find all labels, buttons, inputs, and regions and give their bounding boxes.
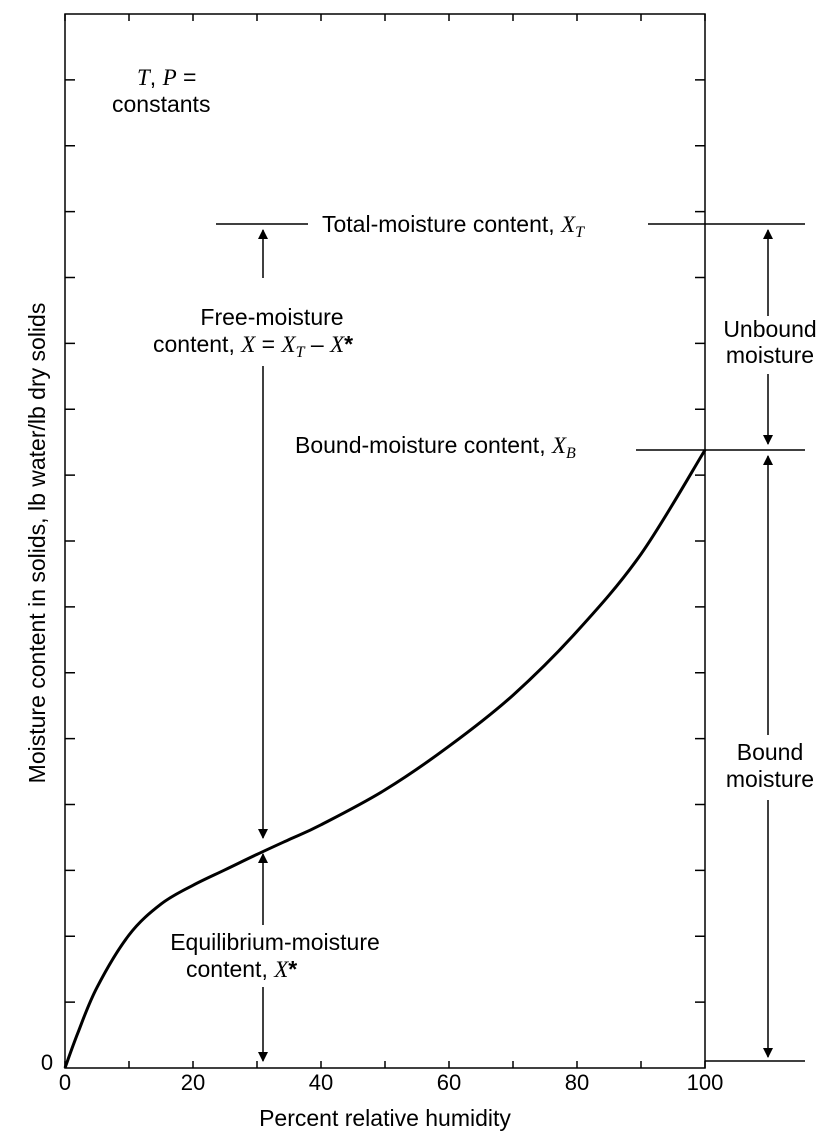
conditions-constants-label: constants bbox=[112, 91, 210, 117]
bound-moisture-content-label: Bound-moisture content, XB bbox=[295, 432, 576, 462]
x-tick-label: 100 bbox=[687, 1070, 724, 1095]
free-xt-subscript: T bbox=[296, 344, 306, 361]
x-tick-labels: 0 20 40 60 80 100 bbox=[59, 1070, 723, 1095]
unbound-moisture-label-line2: moisture bbox=[726, 342, 814, 368]
y-tick-label-0: 0 bbox=[41, 1050, 53, 1075]
equilibrium-x-symbol: X bbox=[273, 957, 289, 982]
x-tick-label: 0 bbox=[59, 1070, 71, 1095]
conditions-label: T, P = bbox=[137, 64, 196, 90]
free-moisture-text: content, bbox=[153, 331, 241, 357]
bound-content-symbol: X bbox=[551, 433, 567, 458]
plot-frame bbox=[64, 13, 706, 1069]
free-star: * bbox=[344, 331, 353, 357]
total-moisture-subscript: T bbox=[575, 224, 585, 241]
free-x-symbol: X bbox=[240, 332, 256, 357]
x-axis-title: Percent relative humidity bbox=[259, 1105, 511, 1131]
tp-equals: = bbox=[177, 64, 197, 90]
tp-separator: , bbox=[150, 64, 163, 90]
t-symbol: T bbox=[137, 65, 152, 90]
x-tick-label: 60 bbox=[437, 1070, 461, 1095]
y-axis-title: Moisture content in solids, lb water/lb … bbox=[24, 303, 50, 784]
total-moisture-text: Total-moisture content, bbox=[322, 211, 561, 237]
equilibrium-moisture-label-line1: Equilibrium-moisture bbox=[170, 929, 380, 955]
y-ticks bbox=[65, 79, 705, 1003]
free-minus: – bbox=[304, 331, 330, 357]
x-tick-label: 40 bbox=[309, 1070, 333, 1095]
equilibrium-moisture-curve bbox=[63, 449, 707, 1069]
free-equals: = bbox=[255, 331, 281, 357]
x-ticks bbox=[64, 14, 706, 1068]
x-tick-label: 80 bbox=[565, 1070, 589, 1095]
free-xstar-symbol: X bbox=[329, 332, 345, 357]
free-xt-symbol: X bbox=[281, 332, 297, 357]
free-moisture-label-line1: Free-moisture bbox=[200, 304, 343, 330]
bound-moisture-label-line2: moisture bbox=[726, 766, 814, 792]
equilibrium-text: content, bbox=[186, 956, 274, 982]
bound-content-text: Bound-moisture content, bbox=[295, 432, 552, 458]
p-symbol: P bbox=[162, 65, 177, 90]
bound-moisture-label-line1: Bound bbox=[737, 739, 804, 765]
equilibrium-star: * bbox=[288, 956, 297, 982]
total-moisture-label: Total-moisture content, XT bbox=[322, 211, 585, 241]
x-tick-label: 20 bbox=[181, 1070, 205, 1095]
equilibrium-moisture-label-line2: content, X* bbox=[186, 956, 297, 982]
total-moisture-symbol: X bbox=[560, 212, 576, 237]
bound-content-subscript: B bbox=[566, 445, 576, 462]
unbound-moisture-label-line1: Unbound bbox=[723, 316, 816, 342]
free-moisture-label-line2: content, X = XT – X* bbox=[153, 331, 353, 361]
